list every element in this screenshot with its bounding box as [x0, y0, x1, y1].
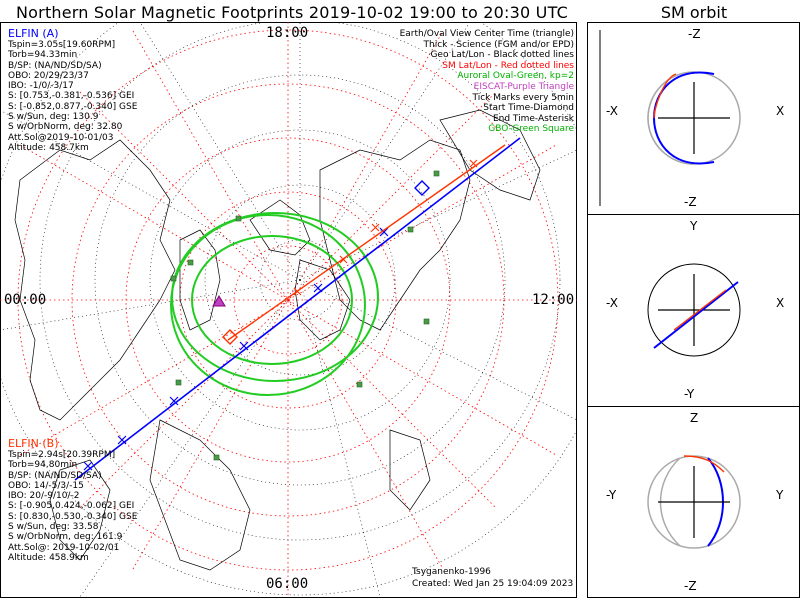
probe-b-line: Torb=94.80min: [8, 460, 78, 471]
probe-b-line: Tspin=2.94s[20.39RPM]: [8, 450, 116, 460]
probe-a-line: Altitude: 458.7km: [8, 142, 89, 153]
probe-b-line: Altitude: 458.9km: [8, 552, 89, 563]
orbit-1-top-label: -Z: [688, 27, 701, 41]
created-timestamp: Created: Wed Jan 25 19:04:09 2023: [412, 579, 574, 589]
map-frame: [0, 22, 577, 598]
probe-b-line: Att.Sol@: 2019-10-02/01: [8, 542, 120, 553]
orbit-2-left-label: -X: [606, 296, 618, 310]
probe-a-line: B/SP: (NA/ND/SD/SA): [8, 60, 102, 71]
probe-a-line: Att.Sol@2019-10-01/03: [8, 132, 114, 143]
probe-b-line: S: [0.830,-0.530,-0.340] GSE: [8, 511, 138, 522]
orbit-1-left-label: -X: [606, 104, 618, 118]
probe-b-info: ELFIN (B) Tspin=2.94s[20.39RPM] Torb=94.…: [8, 438, 137, 563]
auroral-oval: [170, 212, 379, 396]
probe-a-name: ELFIN (A): [8, 27, 59, 40]
probe-a-start-diamond: [414, 180, 430, 196]
mlt-label-top: 18:00: [266, 25, 309, 41]
probe-a-tick-marks: [83, 227, 389, 471]
orbit-1-right-label: X: [776, 104, 785, 118]
probe-a-line: IBO: -1/0/-3/17: [8, 81, 74, 92]
probe-b-line: S: [-0.905,0.424,-0.062] GEI: [8, 501, 135, 512]
mlt-label-right: 12:00: [532, 292, 575, 308]
probe-a-line: S w/Sun, deg: 130.9: [8, 112, 99, 123]
probe-b-line: S w/OrbNorm, deg: 161.9: [8, 532, 123, 543]
orbit-3-bottom-label: -Z: [684, 579, 697, 593]
mlt-label-bottom: 06:00: [266, 576, 309, 592]
legend-item: EISCAT-Purple Triangle: [473, 81, 574, 92]
geo-lat-grid: [0, 22, 577, 597]
probe-a-line: OBO: 20/29/23/37: [8, 70, 89, 81]
eiscat-marker: [212, 295, 226, 307]
gbo-stations: [170, 170, 440, 461]
orbit-2-right-label: X: [776, 296, 785, 310]
orbit-3-right-label: Y: [776, 488, 784, 502]
orbit-panel-xz: [599, 30, 741, 206]
probe-a-info: ELFIN (A) Tspin=3.05s[19.60RPM] Torb=94.…: [8, 28, 137, 153]
orbit-3-top-label: Z: [690, 411, 699, 425]
probe-b-line: IBO: 20/-9/10/-2: [8, 491, 80, 502]
legend-item: End Time-Asterisk: [492, 113, 574, 124]
probe-b-tick-marks: [293, 159, 478, 296]
orbit-panel-yz: [647, 455, 741, 549]
legend-item: Thick - Science (FGM and/or EPD): [423, 39, 574, 50]
probe-a-track: [74, 137, 521, 481]
probe-a-line: Torb=94.33min: [8, 50, 78, 61]
legend-item: Geo Lat/Lon - Black dotted lines: [430, 50, 574, 61]
model-credit: Tsyganenko-1996: [412, 567, 491, 577]
probe-b-track: [222, 144, 506, 345]
orbit-panel-xy: [647, 263, 741, 357]
legend-item: Tick Marks every 5min: [472, 92, 574, 103]
probe-a-line: Tspin=3.05s[19.60RPM]: [8, 40, 116, 50]
probe-a-line: S: [-0.852,0.877,-0.340] GSE: [8, 101, 138, 112]
legend: Earth/Oval View Center Time (triangle) T…: [400, 29, 574, 135]
orbit-2-bottom-label: -Y: [684, 387, 695, 401]
legend-item: Earth/Oval View Center Time (triangle): [399, 29, 574, 39]
orbit-1-bottom-label: -Z: [684, 195, 697, 209]
probe-b-name: ELFIN (B): [8, 437, 59, 450]
mlt-label-left: 00:00: [4, 292, 47, 308]
legend-item: Start Time-Diamond: [483, 103, 574, 114]
probe-a-line: S w/OrbNorm, deg: 32.80: [8, 122, 123, 133]
sm-orbit-title: SM orbit: [660, 3, 728, 22]
probe-b-start-diamond: [222, 329, 238, 345]
map-title: Northern Solar Magnetic Footprints 2019-…: [16, 3, 568, 22]
legend-item: Auroral Oval-Green, kp=2: [457, 71, 574, 82]
orbit-2-top-label: Y: [690, 219, 698, 233]
probe-b-line: S w/Sun, deg: 33.58: [8, 522, 99, 533]
legend-item: GBO-Green Square: [488, 124, 574, 135]
orbit-3-left-label: -Y: [606, 488, 617, 502]
probe-b-line: OBO: 14/-5/3/-15: [8, 480, 84, 491]
probe-b-line: B/SP: (NA/ND/SD/SA): [8, 470, 102, 481]
probe-a-line: S: [0.753,-0.381,-0.536] GEI: [8, 91, 135, 102]
legend-item: SM Lat/Lon - Red dotted lines: [442, 60, 574, 71]
